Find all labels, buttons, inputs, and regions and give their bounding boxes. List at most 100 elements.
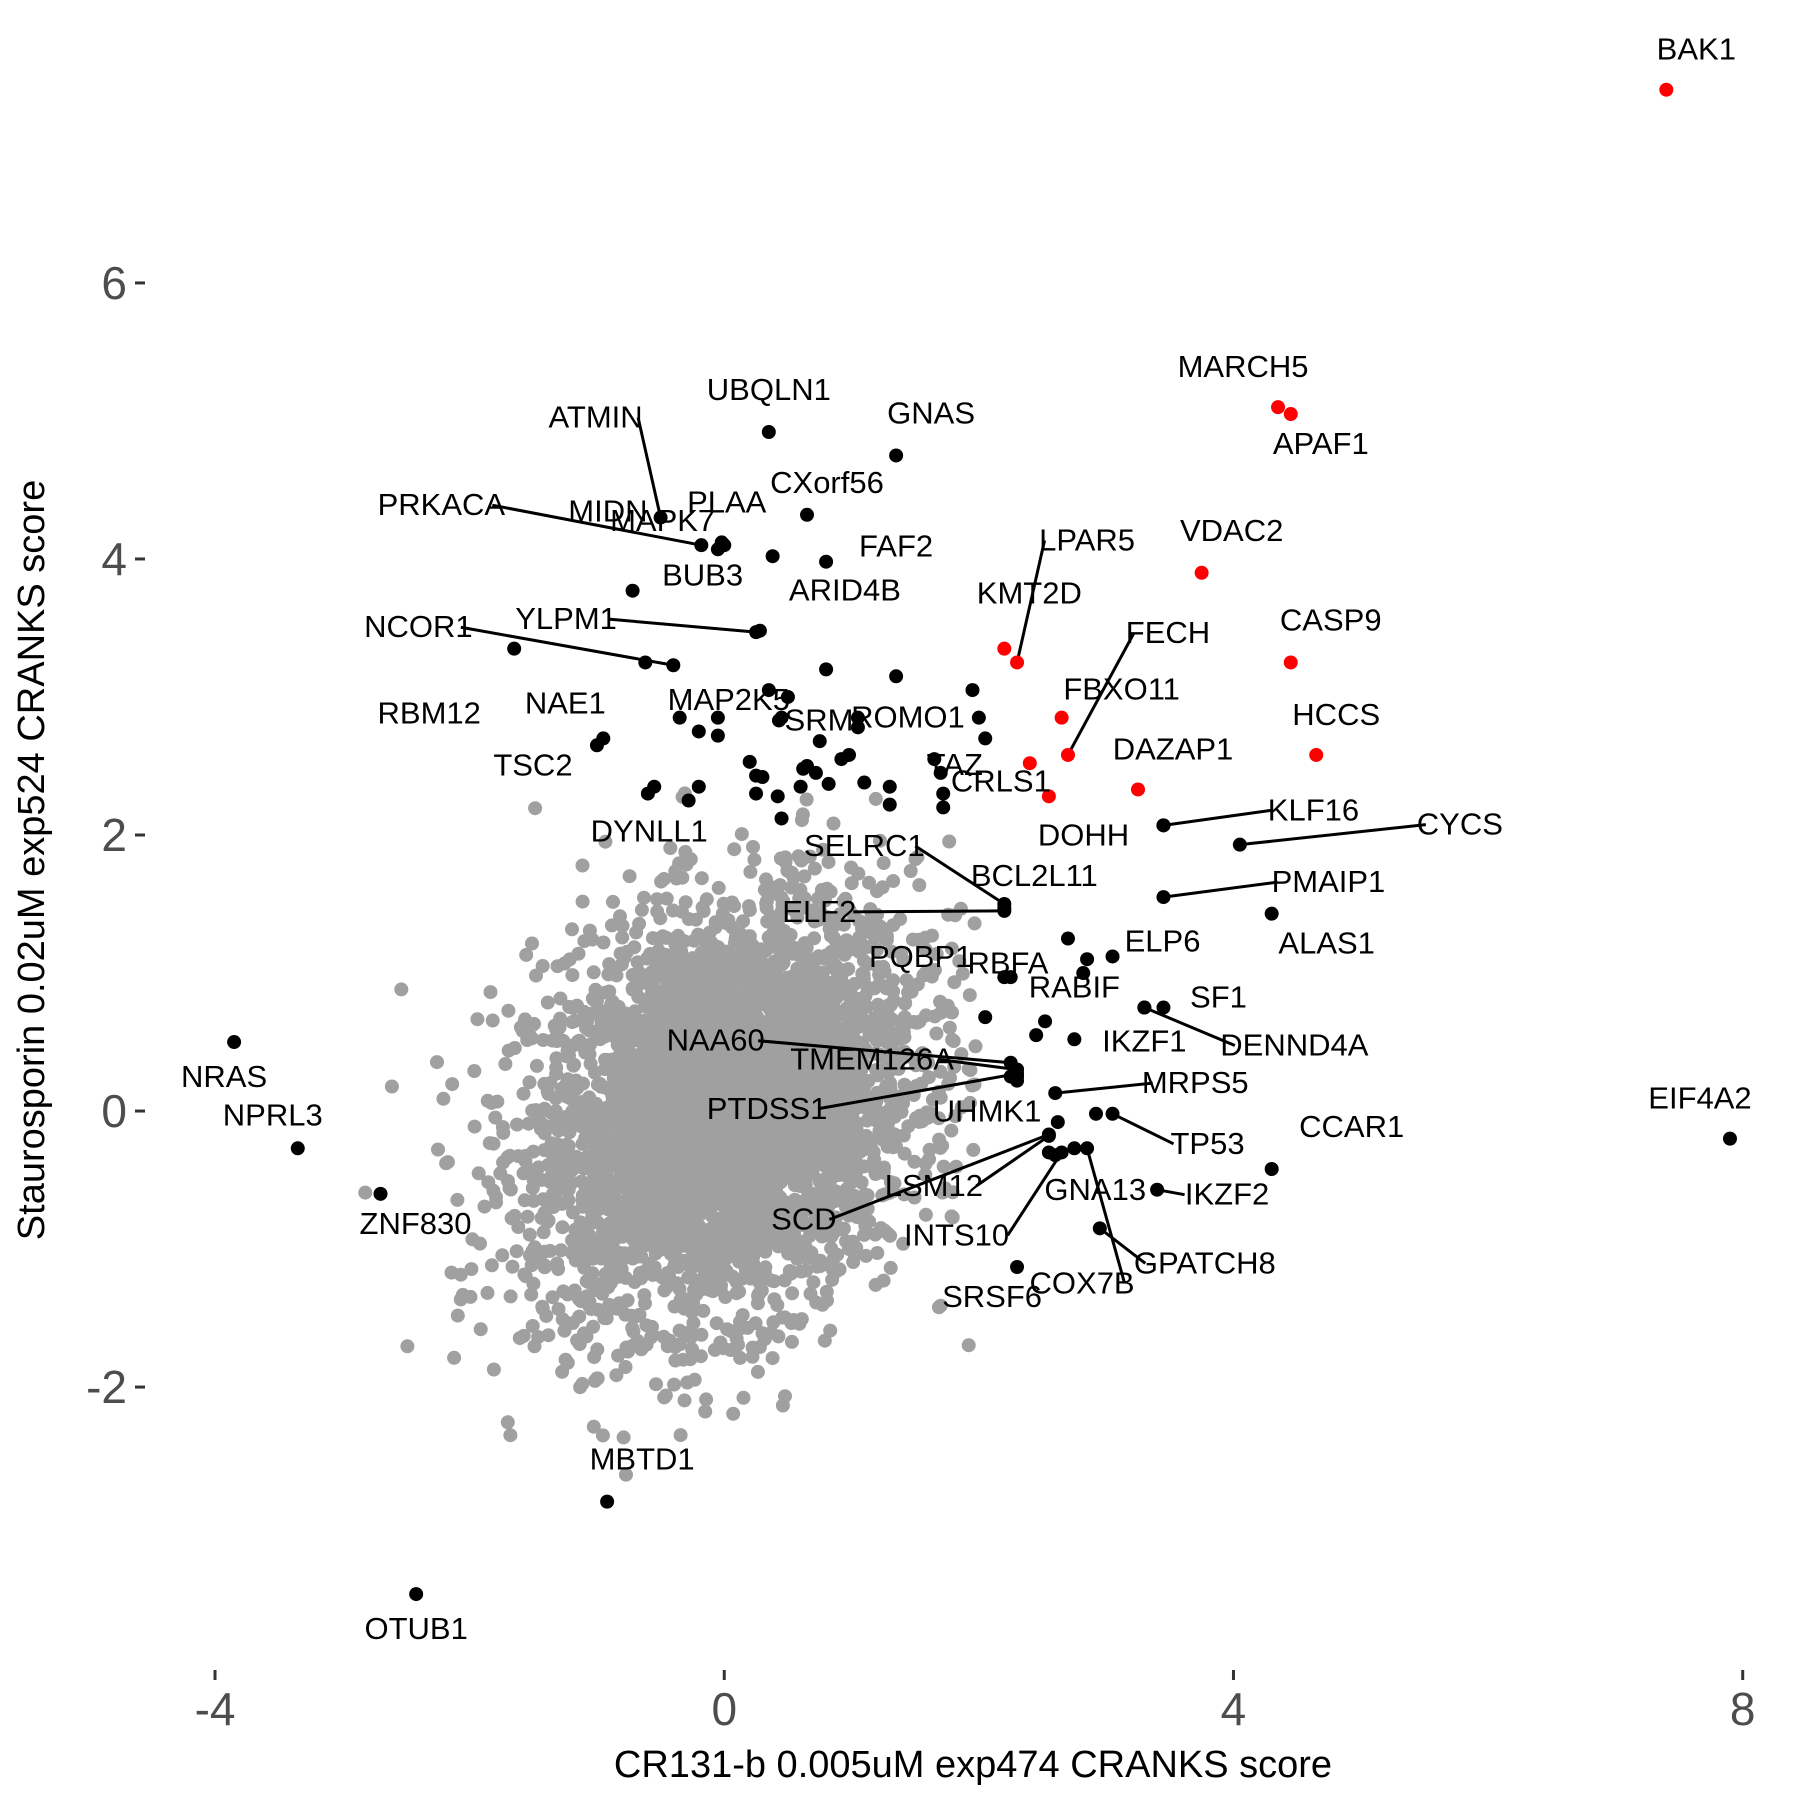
background-point (876, 856, 891, 870)
background-point (516, 1328, 531, 1343)
point-label: PQBP1 (869, 939, 972, 974)
background-point (488, 1110, 503, 1125)
background-point (384, 1079, 399, 1094)
background-point (579, 1021, 593, 1036)
background-point (537, 1258, 552, 1273)
background-point (871, 997, 885, 1012)
background-point (485, 1013, 500, 1028)
point-label: UHMK1 (933, 1094, 1042, 1129)
background-point (945, 1005, 959, 1020)
background-point (741, 1210, 756, 1225)
background-point (575, 858, 590, 873)
point-label: GPATCH8 (1134, 1245, 1276, 1280)
point-label: INTS10 (904, 1217, 1009, 1252)
background-point (779, 1140, 794, 1155)
point-label: TP53 (1170, 1126, 1244, 1161)
background-point (746, 840, 760, 854)
data-point (770, 789, 785, 804)
background-point (918, 965, 933, 980)
point-label: CCAR1 (1299, 1109, 1404, 1144)
background-point (755, 1326, 770, 1341)
background-point (774, 890, 789, 905)
background-point (672, 1323, 687, 1338)
background-point (844, 876, 859, 891)
background-point (760, 1139, 775, 1154)
point-label: LPAR5 (1039, 522, 1135, 557)
data-point (936, 800, 951, 815)
background-point (691, 1166, 706, 1181)
data-point (1010, 1259, 1025, 1274)
background-point (935, 1185, 950, 1200)
background-point (498, 1057, 513, 1071)
y-tick-label: 6 (101, 257, 127, 309)
background-point (648, 1084, 663, 1099)
point-label: MAPK7 (610, 503, 715, 538)
background-point (467, 1064, 482, 1078)
background-point (706, 941, 721, 956)
background-point (747, 1143, 762, 1158)
background-point (555, 1220, 570, 1235)
background-point (822, 1032, 837, 1046)
background-point (757, 1228, 772, 1243)
background-point (912, 878, 927, 893)
background-point (757, 1202, 772, 1217)
point-label: TMEM126A (790, 1042, 954, 1077)
background-point (720, 945, 735, 960)
background-point (882, 981, 897, 996)
data-point (1041, 1127, 1056, 1142)
background-point (473, 1236, 487, 1251)
background-point (473, 1322, 488, 1337)
background-point (503, 1289, 518, 1304)
background-point (609, 968, 624, 983)
background-point (947, 975, 962, 990)
x-tick-label: 4 (1221, 1683, 1247, 1735)
background-point (484, 1258, 499, 1273)
background-point (816, 965, 830, 980)
point-label: ATMIN (549, 400, 643, 435)
point-label: ROMO1 (851, 699, 965, 734)
data-point (600, 1494, 615, 1509)
background-point (526, 1144, 541, 1159)
background-point (557, 1323, 572, 1338)
background-point (680, 1375, 695, 1390)
data-point (1088, 1106, 1103, 1121)
data-point (755, 770, 770, 785)
background-point (676, 1352, 691, 1367)
background-point (775, 1398, 790, 1413)
data-point (1105, 949, 1120, 964)
background-point (653, 911, 668, 926)
background-point (562, 999, 577, 1014)
background-point (879, 928, 894, 943)
background-point (501, 1174, 515, 1188)
background-point (614, 957, 629, 972)
background-point (726, 1065, 741, 1080)
background-point (656, 1063, 671, 1078)
point-label: KMT2D (977, 576, 1082, 611)
background-point (628, 1193, 643, 1208)
background-point (925, 928, 939, 943)
background-point (544, 1145, 559, 1160)
data-point (765, 549, 780, 564)
background-point (673, 1428, 688, 1443)
background-point (521, 1116, 536, 1131)
background-point (798, 1177, 813, 1192)
background-point (470, 1012, 485, 1027)
background-point (486, 1183, 501, 1198)
point-label: IKZF1 (1102, 1023, 1186, 1058)
background-point (747, 852, 762, 867)
background-point (565, 922, 579, 937)
background-point (509, 1244, 524, 1259)
background-point (886, 874, 901, 888)
background-point (962, 988, 977, 1003)
background-point (846, 1052, 861, 1067)
background-point (400, 1339, 415, 1354)
data-point (774, 811, 789, 826)
background-point (868, 1277, 883, 1292)
background-point (818, 893, 832, 908)
background-point (886, 918, 901, 933)
background-point (611, 1221, 626, 1236)
background-point (540, 995, 555, 1010)
background-point (912, 1108, 927, 1123)
background-point (561, 1193, 576, 1208)
x-tick-label: 8 (1730, 1683, 1756, 1735)
